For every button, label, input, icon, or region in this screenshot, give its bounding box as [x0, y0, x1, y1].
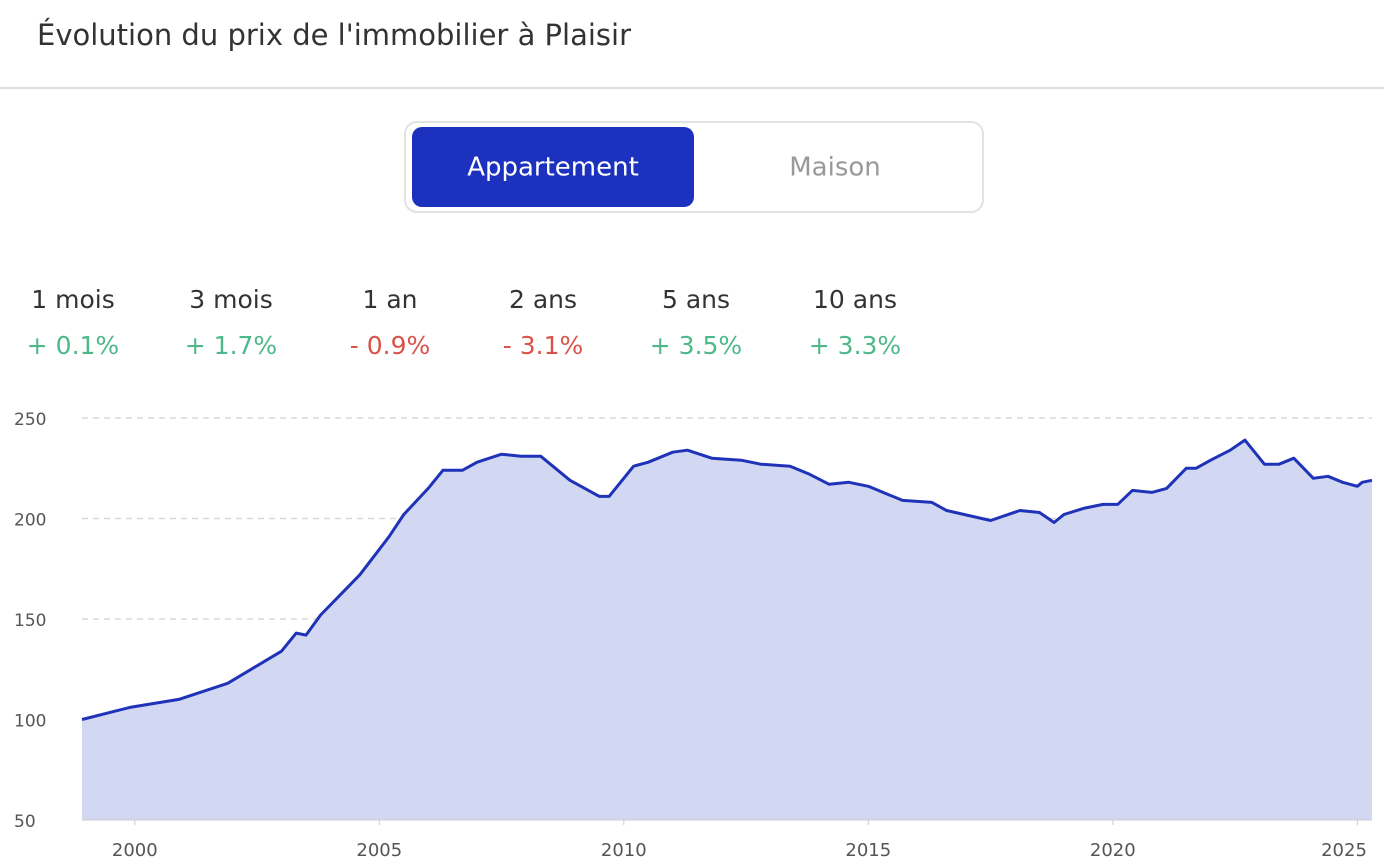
area-fill — [82, 440, 1372, 820]
stat-period: 10 ans — [813, 285, 897, 314]
tab-button[interactable] — [412, 127, 694, 207]
stat-period: 1 mois — [31, 285, 114, 314]
stat-change: + 0.1% — [27, 331, 119, 360]
y-tick-label: 100 — [14, 712, 46, 732]
stat-period: 3 mois — [189, 285, 272, 314]
stat-change: + 1.7% — [185, 331, 277, 360]
y-tick-label: 200 — [14, 511, 46, 531]
tab-label[interactable]: Appartement — [467, 153, 639, 183]
x-tick-label: 2020 — [1090, 840, 1136, 861]
page-title: Évolution du prix de l'immobilier à Plai… — [37, 18, 631, 52]
tab[interactable]: Maison — [694, 127, 976, 207]
y-tick-label: 250 — [14, 410, 46, 430]
x-tick-label: 2010 — [601, 840, 647, 861]
y-tick-label: 150 — [14, 611, 46, 631]
price-line — [81, 438, 1373, 721]
stat-period: 1 an — [362, 285, 417, 314]
y-tick-label: 50 — [14, 812, 36, 832]
x-tick-label: 2005 — [356, 840, 402, 861]
stat-period: 5 ans — [662, 285, 730, 314]
stat-change: + 3.5% — [650, 331, 742, 360]
tab-label[interactable]: Maison — [789, 153, 881, 183]
stat-change: - 0.9% — [350, 331, 430, 360]
x-tick-label: 2025 — [1321, 840, 1367, 861]
stat-change: - 3.1% — [503, 331, 583, 360]
stat-period: 2 ans — [509, 285, 577, 314]
stat-change: + 3.3% — [809, 331, 901, 360]
x-tick-label: 2015 — [845, 840, 891, 861]
tab[interactable]: Appartement — [412, 127, 694, 207]
x-tick-label: 2000 — [112, 840, 158, 861]
